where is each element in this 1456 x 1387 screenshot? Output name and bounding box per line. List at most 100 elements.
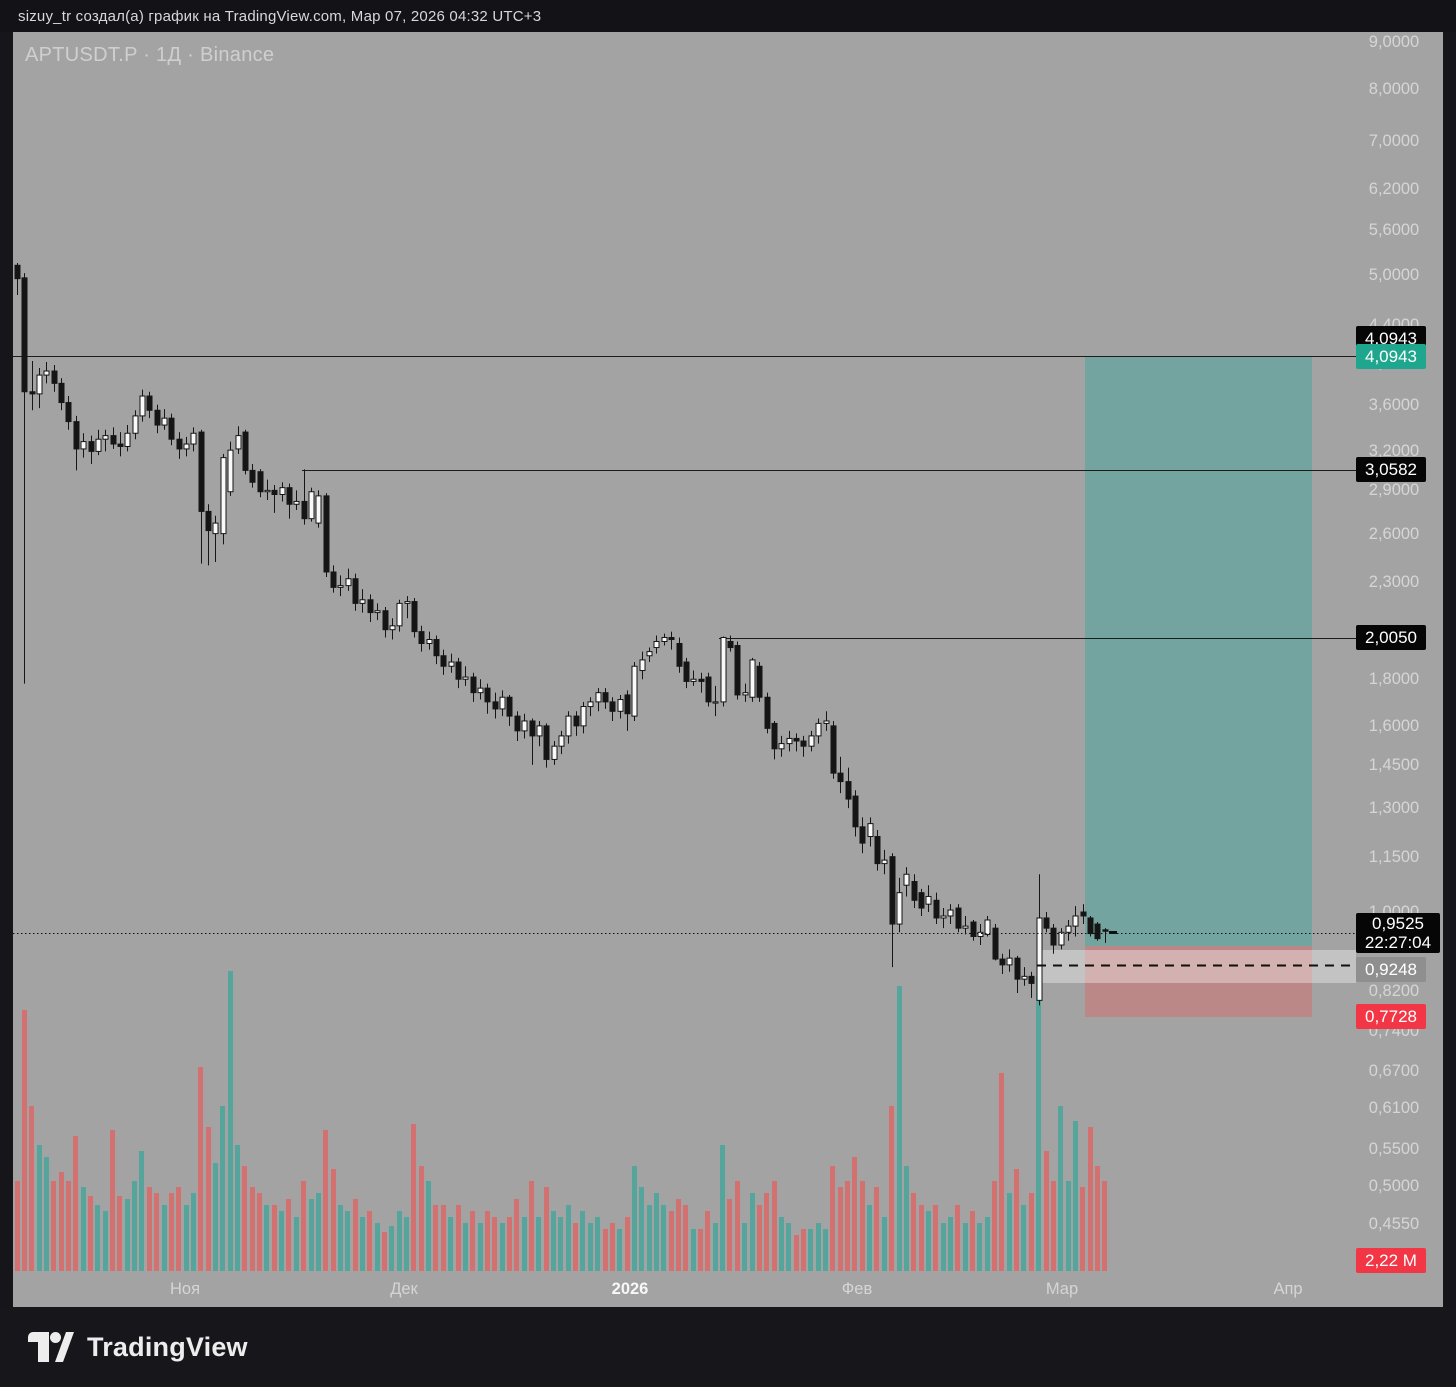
volume-bar bbox=[448, 1217, 453, 1271]
candle-body bbox=[279, 487, 286, 495]
chart-pane[interactable]: APTUSDT.P · 1Д · Binance 9,0000 8,0000 7,0… bbox=[13, 32, 1443, 1307]
volume-bar bbox=[316, 1193, 321, 1271]
volume-bar bbox=[933, 1205, 938, 1271]
tradingview-logo[interactable]: TradingView bbox=[28, 1332, 248, 1363]
volume-bar bbox=[1102, 1181, 1107, 1271]
volume-bar bbox=[1088, 1127, 1093, 1271]
volume-bar bbox=[95, 1205, 100, 1271]
candle-body bbox=[110, 435, 117, 445]
volume-bar bbox=[514, 1199, 519, 1271]
volume-bar bbox=[323, 1130, 328, 1271]
volume-bar bbox=[808, 1229, 813, 1271]
candle-body bbox=[220, 457, 227, 535]
volume-bar bbox=[992, 1181, 997, 1271]
volume-bar bbox=[874, 1187, 879, 1271]
candle-body bbox=[374, 610, 381, 614]
price-label-entry[interactable]: 0,9248 bbox=[1356, 957, 1426, 982]
volume-bar bbox=[485, 1211, 490, 1271]
tradingview-logo-icon bbox=[28, 1332, 74, 1362]
candle-body bbox=[536, 725, 543, 737]
volume-bar bbox=[22, 1010, 27, 1271]
price-label-stop[interactable]: 0,7728 bbox=[1356, 1004, 1426, 1029]
volume-bar bbox=[750, 1193, 755, 1271]
volume-bar bbox=[617, 1229, 622, 1271]
candle-body bbox=[65, 402, 72, 423]
candle-body bbox=[95, 438, 102, 452]
volume-bar bbox=[816, 1223, 821, 1271]
candle-body bbox=[992, 927, 999, 960]
candle-body bbox=[925, 895, 932, 905]
volume-bar bbox=[764, 1193, 769, 1271]
volume-bar bbox=[698, 1229, 703, 1271]
price-tick-label: 2,6000 bbox=[1368, 524, 1420, 543]
time-tick-label: Апр bbox=[1273, 1280, 1303, 1298]
candle-body bbox=[955, 907, 962, 929]
candle-body bbox=[43, 370, 50, 376]
candle-body bbox=[14, 264, 21, 280]
candle-body bbox=[323, 495, 330, 573]
candle-body bbox=[315, 495, 322, 524]
candle-body bbox=[161, 417, 168, 426]
volume-bar bbox=[838, 1187, 843, 1271]
candle-body bbox=[1080, 911, 1087, 917]
volume-bar bbox=[206, 1127, 211, 1271]
volume-bar bbox=[242, 1166, 247, 1271]
price-label-target[interactable]: 4,0943 bbox=[1356, 344, 1426, 369]
candle-body bbox=[845, 781, 852, 800]
volume-bar bbox=[404, 1217, 409, 1271]
price-tick-label: 5,6000 bbox=[1368, 220, 1420, 239]
volume-bar bbox=[176, 1187, 181, 1271]
volume-bar bbox=[654, 1193, 659, 1271]
volume-bar bbox=[661, 1205, 666, 1271]
volume-bar bbox=[558, 1217, 563, 1271]
candle-body bbox=[573, 715, 580, 727]
volume-bar bbox=[779, 1217, 784, 1271]
candle-body bbox=[543, 725, 550, 760]
price-tick-label: 3,6000 bbox=[1368, 395, 1420, 414]
price-tick-label: 2,3000 bbox=[1368, 573, 1420, 592]
candlestick-plot[interactable] bbox=[13, 32, 1443, 1307]
volume-bar bbox=[845, 1181, 850, 1271]
price-tick-label: 8,0000 bbox=[1368, 79, 1420, 98]
candle-body bbox=[1050, 927, 1057, 946]
volume-bar bbox=[389, 1226, 394, 1271]
volume-bar bbox=[411, 1124, 416, 1271]
candle-body bbox=[852, 795, 859, 828]
candle-body bbox=[565, 715, 572, 737]
price-tick-label: 0,4550 bbox=[1368, 1214, 1420, 1233]
candle-body bbox=[874, 836, 881, 865]
candle-body bbox=[73, 421, 80, 450]
volume-bar bbox=[15, 1181, 20, 1271]
volume-bar bbox=[397, 1211, 402, 1271]
candle-body bbox=[595, 692, 602, 703]
price-tick-label: 5,0000 bbox=[1368, 265, 1420, 284]
candle-body bbox=[756, 665, 763, 698]
volume-bar bbox=[941, 1223, 946, 1271]
candle-body bbox=[529, 720, 536, 737]
price-tick-label: 1,4500 bbox=[1368, 755, 1420, 774]
volume-bar bbox=[279, 1211, 284, 1271]
volume-bar bbox=[309, 1199, 314, 1271]
volume-bar bbox=[742, 1223, 747, 1271]
candle-body bbox=[889, 856, 896, 925]
volume-bar bbox=[1080, 1187, 1085, 1271]
candle-body bbox=[411, 601, 418, 633]
candle-body bbox=[558, 735, 565, 747]
candle-body bbox=[617, 699, 624, 712]
attribution-text: sizuy_tr создал(а) график на TradingView… bbox=[18, 7, 542, 25]
candle-body bbox=[639, 659, 646, 672]
price-tick-label: 9,0000 bbox=[1368, 32, 1420, 51]
volume-bar bbox=[1036, 977, 1041, 1271]
volume-bar bbox=[566, 1205, 571, 1271]
candle-body bbox=[264, 489, 271, 493]
price-tick-label: 0,6100 bbox=[1368, 1098, 1420, 1117]
candle-body bbox=[352, 578, 359, 604]
volume-bar bbox=[610, 1223, 615, 1271]
volume-bar bbox=[1029, 1193, 1034, 1271]
candle-body bbox=[1102, 929, 1109, 932]
volume-bar bbox=[522, 1217, 527, 1271]
candle-body bbox=[470, 676, 477, 694]
candle-body bbox=[139, 395, 146, 417]
candle-body bbox=[837, 772, 844, 783]
candle-body bbox=[631, 665, 638, 717]
